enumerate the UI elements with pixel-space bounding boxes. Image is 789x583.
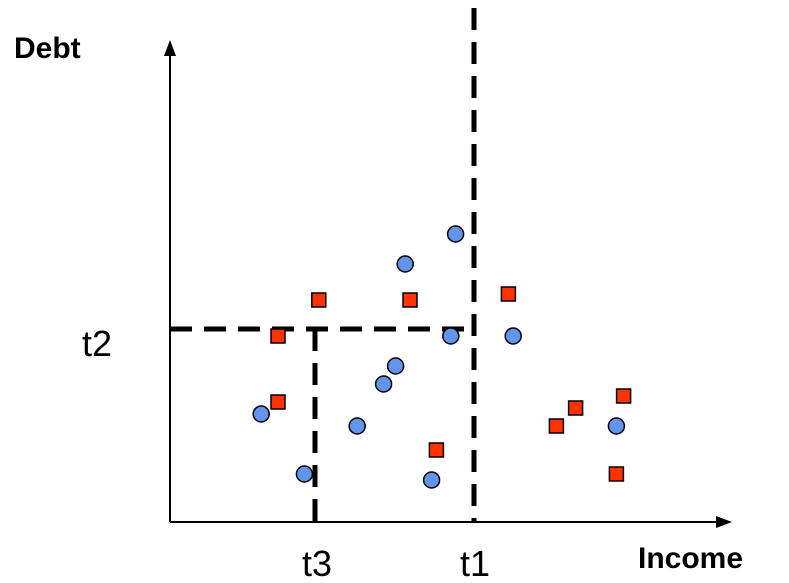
square-point-7 <box>548 418 565 434</box>
threshold-label-t2: t2 <box>82 323 112 364</box>
square-point-6 <box>500 286 517 302</box>
threshold-label-t1: t1 <box>460 543 490 583</box>
square-point-4 <box>402 292 418 308</box>
square-point-10 <box>615 388 632 404</box>
square-point-5 <box>428 442 445 458</box>
square-point-1 <box>270 394 286 410</box>
circle-point-10 <box>504 327 522 345</box>
square-point-8 <box>567 400 584 416</box>
x-axis-title: Income <box>638 542 743 575</box>
points-layer <box>252 225 632 489</box>
square-point-9 <box>608 466 625 482</box>
circle-point-6 <box>396 255 414 273</box>
y-axis-arrowhead <box>164 40 176 56</box>
threshold-label-t3: t3 <box>302 543 332 583</box>
circle-point-5 <box>386 357 405 375</box>
x-axis-arrowhead <box>716 516 732 528</box>
circle-point-7 <box>422 471 441 489</box>
circle-point-2 <box>295 465 314 483</box>
circle-point-8 <box>442 327 460 345</box>
circle-point-4 <box>374 375 393 393</box>
circle-point-11 <box>607 417 626 435</box>
square-point-2 <box>270 328 286 344</box>
square-point-3 <box>311 292 327 308</box>
circle-point-1 <box>252 405 270 423</box>
circle-point-3 <box>348 417 366 435</box>
circle-point-9 <box>446 225 465 243</box>
y-axis-title: Debt <box>14 32 81 65</box>
